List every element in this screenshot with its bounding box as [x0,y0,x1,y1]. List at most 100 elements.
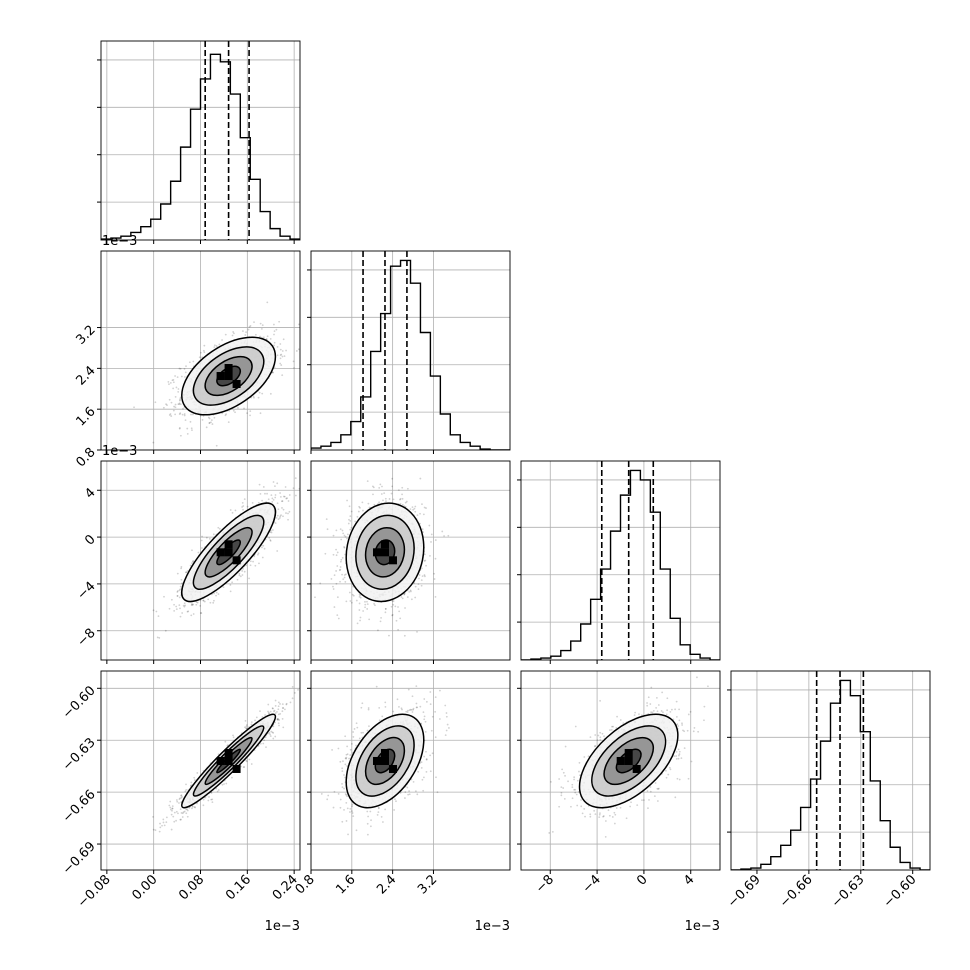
sample-point [201,356,203,359]
sample-point [224,740,227,743]
sample-point [185,783,187,786]
sample-point [183,413,186,415]
sample-point [168,414,171,416]
sample-point [165,821,168,824]
sample-point [175,819,177,822]
sample-point [191,807,193,810]
sample-point [242,567,244,570]
sample-point [199,612,202,614]
sample-point [269,539,272,542]
sample-point [294,494,297,497]
sample-point [213,592,215,595]
sample-point [202,599,205,602]
sample-point [201,418,204,421]
sample-point [269,338,272,340]
sample-point [358,595,361,598]
sample-point [447,534,450,537]
sample-point [252,395,255,398]
sample-point [168,804,171,807]
sample-point [233,332,235,335]
sample-point [417,583,420,586]
sample-point [276,718,279,720]
sample-point [195,601,198,603]
sample-point [215,444,218,447]
sample-point [374,604,376,607]
sample-point [241,501,244,504]
sample-point [253,321,255,324]
sample-point [177,388,180,390]
sample-point [203,600,206,603]
sample-point [166,404,168,406]
sample-point [202,599,205,602]
sample-point [319,582,322,585]
sample-point [379,483,382,486]
sample-point [192,613,195,615]
sample-point [404,607,406,609]
sample-point [173,820,176,823]
axes-frame [310,460,511,661]
sample-point [372,486,375,489]
sample-point [358,609,361,611]
axes-frame [310,250,511,451]
sample-point [430,533,433,536]
sample-point [258,391,261,394]
sample-point [279,348,282,351]
sample-point [208,421,211,424]
sample-point [343,534,346,537]
sample-point [401,486,404,489]
sample-point [174,413,177,416]
sample-point [208,537,211,540]
sample-point [173,603,175,606]
sample-point [275,328,278,331]
sample-point [342,532,345,535]
sample-point [397,628,400,631]
sample-point [339,560,342,563]
sample-point [332,588,335,590]
sample-point [181,816,184,818]
sample-point [186,427,189,430]
sample-point [210,792,213,794]
sample-point [333,574,336,577]
sample-point [191,429,193,432]
sample-point [278,517,281,519]
sample-point [271,529,274,531]
axes-frame [520,460,721,661]
sample-point [249,560,252,563]
sample-point [434,557,437,560]
sample-point [366,480,369,483]
sample-point [392,603,395,606]
sample-point [178,426,181,429]
sample-point [174,403,177,406]
sample-point [244,719,247,722]
sample-point [179,615,182,618]
sample-point [279,357,282,360]
sample-point [224,333,227,336]
sample-point [234,411,236,414]
sample-point [339,528,342,531]
sample-point [186,433,189,435]
sample-point [185,571,188,574]
sample-point [335,529,338,532]
sample-point [238,574,241,577]
sample-point [267,703,270,706]
sample-point [355,599,358,602]
sample-point [332,553,335,556]
sample-point [180,375,183,378]
sample-point [183,414,186,417]
sample-point [201,535,203,538]
sample-point [339,568,342,571]
sample-point [202,798,205,801]
sample-point [399,498,401,501]
sample-point [168,383,170,386]
sample-point [198,356,201,359]
sample-point [282,508,285,511]
sample-point [258,483,261,486]
sample-point [213,416,216,419]
sample-point [356,622,359,625]
sample-point [406,596,409,598]
sample-point [156,636,159,639]
sample-point [392,600,395,603]
sample-point [343,546,346,548]
sample-point [191,603,193,605]
sample-point [408,590,411,593]
